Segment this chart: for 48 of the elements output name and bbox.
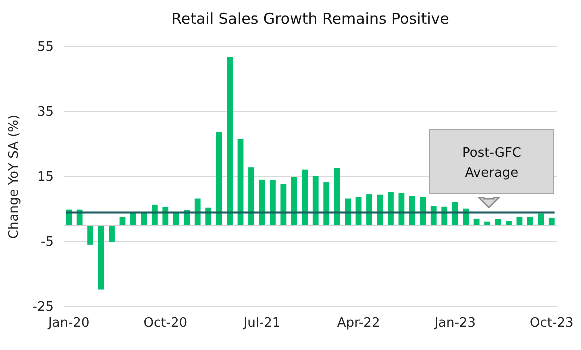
- bar: [194, 198, 201, 226]
- y-axis-title: Change YoY SA (%): [7, 114, 22, 240]
- ref-line-label: Post-GFC Average: [462, 146, 522, 181]
- chart-title: Retail Sales Growth Remains Positive: [172, 10, 450, 28]
- bar: [98, 226, 104, 290]
- bar: [216, 132, 222, 226]
- bar: [345, 198, 351, 226]
- bar: [141, 213, 148, 226]
- bar: [538, 214, 544, 226]
- bar: [312, 176, 319, 226]
- bar: [270, 180, 276, 226]
- bar: [109, 226, 115, 242]
- x-tick-label: Apr-22: [337, 316, 380, 332]
- bar: [130, 213, 136, 226]
- x-tick-label: Jul-21: [242, 316, 281, 332]
- bar: [420, 197, 426, 226]
- bar: [366, 194, 372, 226]
- bar: [238, 139, 244, 226]
- bar: [452, 202, 458, 226]
- bar: [388, 192, 394, 226]
- y-tick-label: 15: [37, 170, 54, 186]
- bar: [548, 218, 555, 226]
- bar: [152, 204, 158, 226]
- bar: [398, 193, 405, 226]
- y-tick-label: 55: [37, 40, 54, 56]
- y-tick-label: 35: [37, 105, 54, 120]
- x-tick-label: Oct-23: [530, 316, 574, 332]
- bar: [88, 226, 94, 245]
- bar: [409, 196, 416, 226]
- bar: [474, 218, 480, 226]
- y-tick-label: -25: [32, 300, 54, 316]
- bar: [506, 221, 512, 226]
- bar: [484, 222, 490, 226]
- x-tick-label: Oct-20: [144, 316, 188, 332]
- bar: [334, 168, 340, 226]
- bar: [173, 213, 180, 226]
- x-tick-label: Jan-20: [47, 316, 90, 332]
- bar: [120, 216, 126, 226]
- y-tick-label: -5: [41, 235, 54, 250]
- bar: [324, 182, 330, 226]
- bar: [516, 216, 523, 226]
- bar: [527, 216, 534, 226]
- bar: [227, 57, 233, 226]
- bar: [302, 170, 308, 226]
- bar: [280, 184, 287, 226]
- x-tick-label: Jan-23: [434, 316, 476, 332]
- bar: [248, 168, 254, 226]
- bar: [291, 177, 298, 226]
